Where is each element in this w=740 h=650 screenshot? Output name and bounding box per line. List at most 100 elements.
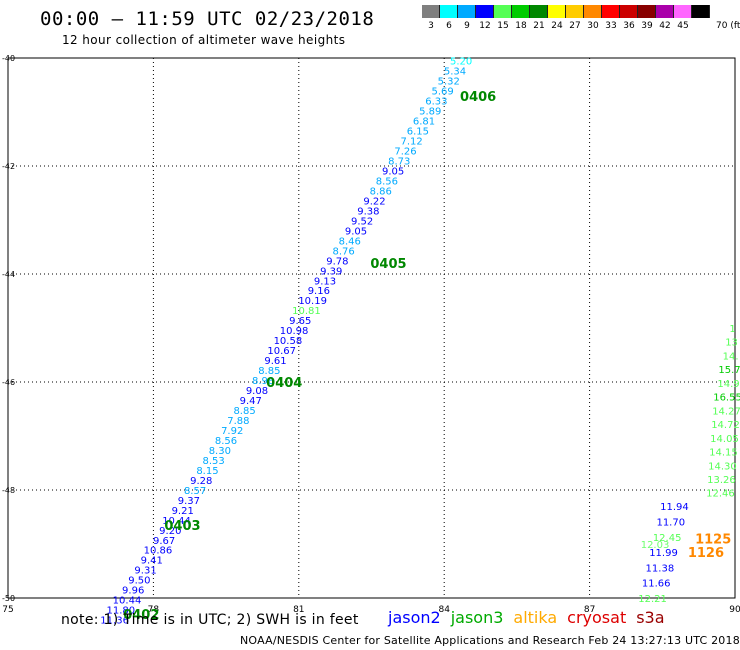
color-scale-swatch: 27	[566, 5, 584, 31]
wave-height-value: 8.56	[376, 176, 398, 187]
wave-height-value: 9.20	[159, 526, 181, 537]
mission-jason2: jason2	[388, 608, 441, 627]
wave-height-value: 7.88	[227, 416, 249, 427]
wave-height-value: 9.13	[314, 276, 336, 287]
swatch-label: 30	[587, 21, 599, 31]
swatch-label: 3	[428, 21, 434, 31]
swatch-color	[458, 5, 476, 18]
wave-height-value: 8.56	[215, 436, 237, 447]
wave-height-value: 14.30	[708, 461, 737, 472]
longitude-tick-label: 84	[438, 605, 450, 615]
wave-height-value: 11.80	[106, 606, 135, 617]
wave-height-value: 13.26	[707, 475, 736, 486]
wave-height-value: 9.21	[172, 506, 194, 517]
wave-height-value: 11.99	[649, 548, 678, 559]
color-scale-swatch: 33	[602, 5, 620, 31]
wave-height-value: 9.28	[190, 476, 212, 487]
footer-credit: NOAA/NESDIS Center for Satellite Applica…	[240, 634, 740, 647]
wave-height-value: 10.81	[292, 306, 321, 317]
wave-height-value: 7.26	[394, 147, 416, 158]
wave-height-value: 8.53	[203, 456, 225, 467]
color-scale-swatch: 24	[548, 5, 566, 31]
wave-height-value: 8.98	[252, 376, 274, 387]
wave-height-value: 8.30	[209, 446, 231, 457]
wave-height-value: 9.31	[134, 566, 156, 577]
pass-time-label: 0405	[370, 257, 406, 272]
wave-height-value: 11.66	[642, 579, 671, 590]
swatch-color	[440, 5, 458, 18]
wave-height-value: 10.44	[162, 516, 191, 527]
wave-height-value: 14.27	[712, 406, 740, 417]
swatch-label: 12	[479, 21, 491, 31]
swatch-label: 15	[497, 21, 509, 31]
pass-time-label: 1125	[695, 533, 731, 548]
wave-height-value: 5.20	[450, 57, 472, 68]
wave-height-value: 15.7	[718, 365, 740, 376]
wave-height-value: 5.69	[431, 87, 453, 98]
wave-height-value: 9.05	[382, 166, 404, 177]
latitude-tick-label: -44	[2, 270, 15, 279]
color-scale-unit: 70 (ft)	[716, 21, 740, 31]
swatch-label: 27	[569, 21, 581, 31]
color-scale-swatch	[692, 5, 710, 31]
wave-height-value: 10.19	[298, 296, 327, 307]
swatch-color	[656, 5, 674, 18]
color-scale-swatch: 15	[494, 5, 512, 31]
wave-height-value: 5.34	[444, 67, 466, 78]
longitude-tick-label: 78	[148, 605, 160, 615]
wave-height-value: 12.03	[641, 540, 670, 551]
wave-height-value: 13	[725, 338, 738, 349]
swatch-label: 24	[551, 21, 563, 31]
color-scale-swatch: 12	[476, 5, 494, 31]
color-scale-swatch: 9	[458, 5, 476, 31]
swatch-color	[566, 5, 584, 18]
wave-height-value: 8.15	[196, 466, 218, 477]
wave-height-value: 9.05	[345, 226, 367, 237]
longitude-tick-label: 87	[584, 605, 595, 615]
swatch-label: 6	[446, 21, 452, 31]
swatch-label: 36	[623, 21, 635, 31]
wave-height-value: 9.67	[153, 536, 175, 547]
wave-height-value: 8.85	[233, 406, 255, 417]
mission-legend: jason2 jason3 altika cryosat s3a	[388, 608, 665, 627]
wave-height-value: 8.85	[258, 366, 280, 377]
wave-height-value: 11.70	[656, 518, 685, 529]
wave-height-value: 9.22	[363, 196, 385, 207]
wave-height-value: 9.47	[240, 396, 262, 407]
pass-time-label: 1126	[688, 546, 724, 561]
swatch-color	[692, 5, 710, 18]
swatch-label: 42	[659, 21, 671, 31]
map-subtitle: 12 hour collection of altimeter wave hei…	[62, 33, 346, 47]
latitude-tick-label: -48	[2, 486, 15, 495]
longitude-tick-label: 75	[2, 605, 13, 615]
pass-time-label: 0402	[123, 608, 159, 623]
swatch-label: 9	[464, 21, 470, 31]
swatch-color	[584, 5, 602, 18]
wave-height-value: 9.38	[357, 206, 379, 217]
wave-height-value: 6.33	[425, 97, 447, 108]
swatch-label: 18	[515, 21, 527, 31]
longitude-tick-label: 90	[729, 605, 740, 615]
latitude-tick-label: -40	[2, 54, 15, 63]
wave-height-value: 12.45	[653, 533, 682, 544]
swatch-label: 21	[533, 21, 545, 31]
wave-height-value: 9.08	[246, 386, 268, 397]
swatch-color	[530, 5, 548, 18]
wave-height-value: 10.67	[267, 346, 296, 357]
wave-height-value: 10.58	[274, 336, 303, 347]
wave-height-value: 5.32	[438, 77, 460, 88]
wave-height-value: 7.92	[221, 426, 243, 437]
wave-height-value: 1	[729, 324, 735, 335]
map-title: 00:00 – 11:59 UTC 02/23/2018	[40, 8, 375, 30]
legend-note: note: 1) Time is in UTC; 2) SWH is in fe…	[61, 612, 359, 628]
wave-height-value: 9.65	[289, 316, 311, 327]
wave-height-value: 9.39	[320, 266, 342, 277]
swatch-color	[620, 5, 638, 18]
map-frame	[7, 57, 736, 599]
color-scale-swatch: 39	[638, 5, 656, 31]
wave-height-value: 8.76	[332, 246, 354, 257]
wave-height-value: 14.15	[709, 448, 738, 459]
swatch-label: 33	[605, 21, 617, 31]
swatch-color	[512, 5, 530, 18]
